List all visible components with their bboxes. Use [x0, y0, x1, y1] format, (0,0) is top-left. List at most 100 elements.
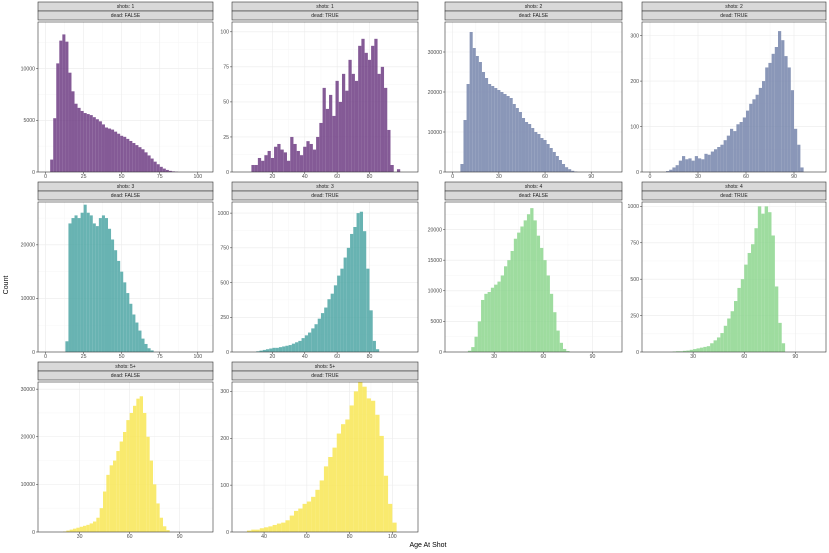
- histogram-bar: [93, 521, 97, 532]
- x-tick-label: 60: [334, 174, 340, 180]
- histogram-bar: [703, 346, 707, 352]
- histogram-bar: [487, 292, 491, 352]
- histogram-bar: [103, 491, 107, 532]
- histogram-bar: [269, 348, 273, 352]
- histogram-bar: [688, 158, 692, 172]
- histogram-bar: [126, 293, 130, 352]
- histogram-bar: [267, 150, 271, 172]
- x-tick-label: 60: [741, 354, 747, 360]
- histogram-bar: [787, 67, 791, 172]
- histogram-bar: [69, 529, 73, 532]
- y-tick-label: 0: [439, 170, 442, 176]
- histogram-bar: [733, 131, 737, 172]
- x-tick-label: 0: [44, 174, 47, 180]
- histogram-bar: [504, 266, 508, 352]
- facet-strip-bottom: [444, 10, 623, 21]
- histogram-bar: [366, 398, 371, 532]
- histogram-bar: [99, 508, 103, 532]
- histogram-bar: [528, 124, 532, 172]
- histogram-bar: [682, 350, 687, 352]
- histogram-bar: [288, 345, 292, 352]
- histogram-bar: [304, 335, 309, 352]
- y-tick-label: 0: [32, 170, 35, 176]
- histogram-bar: [111, 239, 115, 352]
- histogram-bar: [694, 156, 698, 172]
- histogram-bar: [358, 45, 362, 173]
- histogram-bar: [568, 169, 572, 172]
- histogram-bar: [316, 136, 320, 172]
- facet-strip-bottom: [231, 370, 419, 381]
- histogram-bar: [488, 84, 492, 172]
- histogram-bar: [537, 134, 541, 172]
- histogram-bar: [98, 121, 102, 172]
- histogram-bar: [123, 282, 127, 352]
- histogram-bar: [251, 164, 255, 172]
- histogram-bar: [50, 159, 54, 172]
- histogram-bar: [698, 158, 702, 172]
- histogram-bar: [80, 212, 84, 352]
- histogram-bar: [714, 149, 718, 172]
- histogram-bar: [367, 59, 372, 173]
- histogram-bar: [348, 59, 352, 173]
- facet-strip-top-label: shots: 3: [117, 184, 135, 190]
- histogram-bar: [56, 63, 60, 172]
- histogram-bar: [478, 62, 482, 172]
- histogram-bar: [699, 347, 704, 352]
- histogram-bar: [165, 169, 169, 172]
- histogram-bar: [739, 122, 743, 172]
- histogram-bar: [302, 503, 307, 532]
- histogram-bar: [289, 515, 294, 532]
- histogram-bar: [281, 522, 286, 532]
- histogram-bar: [337, 275, 341, 352]
- histogram-bar: [116, 451, 120, 532]
- histogram-bar: [126, 420, 130, 532]
- x-axis-title: Age At Shot: [410, 542, 447, 549]
- histogram-bar: [526, 214, 531, 352]
- histogram-bar: [286, 160, 291, 172]
- y-tick-label: 750: [630, 241, 639, 247]
- x-tick-label: 25: [81, 174, 87, 180]
- histogram-bar: [272, 347, 276, 352]
- x-tick-label: 30: [690, 354, 696, 360]
- facet-strip-bottom-label: dead: FALSE: [111, 373, 141, 379]
- histogram-bar: [62, 34, 66, 173]
- histogram-bar: [490, 287, 495, 352]
- x-tick-label: 30: [491, 354, 497, 360]
- histogram-bar: [168, 170, 172, 172]
- histogram-bar: [530, 208, 534, 352]
- facet-panel: shots: 5+ dead: TRUE 40 60 80 100 0 100 200 300: [220, 361, 419, 540]
- histogram-bar: [704, 153, 708, 172]
- histogram-bar: [474, 336, 478, 352]
- histogram-bar: [746, 110, 750, 172]
- histogram-bar: [380, 66, 385, 172]
- histogram-bar: [359, 211, 364, 352]
- x-tick-label: 90: [590, 354, 596, 360]
- histogram-bar: [546, 275, 550, 352]
- histogram-bar: [354, 80, 359, 172]
- histogram-bar: [536, 235, 541, 352]
- histogram-bar: [317, 318, 321, 352]
- histogram-bar: [701, 159, 705, 172]
- histogram-bar: [481, 299, 485, 352]
- histogram-bar: [364, 52, 368, 172]
- histogram-bar: [146, 436, 150, 532]
- histogram-bar: [696, 348, 700, 352]
- y-tick-label: 20000: [428, 90, 443, 96]
- histogram-bar: [86, 114, 90, 172]
- histogram-bar: [369, 310, 373, 352]
- x-tick-label: 100: [388, 534, 397, 540]
- histogram-bar: [706, 346, 711, 352]
- x-tick-label: 90: [791, 174, 797, 180]
- y-tick-label: 300: [630, 33, 639, 39]
- histogram-bar: [685, 159, 689, 172]
- histogram-bar: [362, 386, 367, 532]
- histogram-bar: [469, 32, 473, 172]
- histogram-bar: [349, 405, 354, 532]
- histogram-bar: [749, 103, 753, 172]
- x-tick-label: 80: [367, 354, 373, 360]
- histogram-bar: [507, 260, 511, 352]
- histogram-bar: [485, 78, 489, 172]
- histogram-bar: [89, 115, 93, 172]
- x-tick-label: 30: [77, 534, 83, 540]
- facet-strip-bottom-label: dead: TRUE: [311, 193, 339, 199]
